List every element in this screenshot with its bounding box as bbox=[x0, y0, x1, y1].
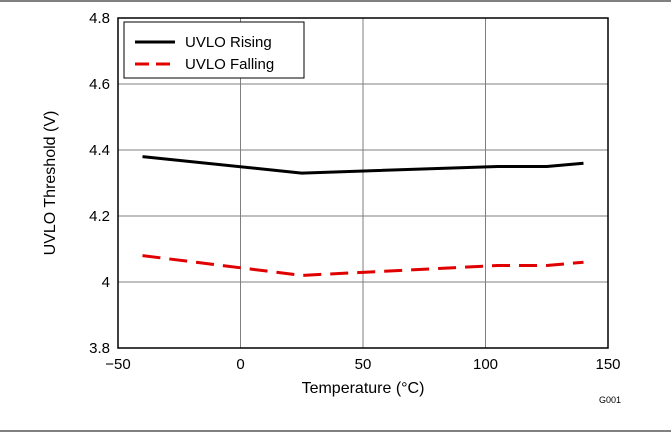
figure-code: G001 bbox=[599, 395, 621, 405]
x-tick-label: 100 bbox=[473, 356, 498, 373]
y-tick-label: 4.2 bbox=[89, 208, 110, 225]
legend-label-uvlo-rising: UVLO Rising bbox=[185, 34, 272, 51]
y-axis-label: UVLO Threshold (V) bbox=[42, 111, 59, 256]
x-tick-labels: −50 0 50 100 150 bbox=[105, 356, 620, 373]
x-tick-label: 150 bbox=[595, 356, 620, 373]
x-tick-label: 0 bbox=[236, 356, 244, 373]
x-tick-label: 50 bbox=[355, 356, 372, 373]
legend: UVLO Rising UVLO Falling bbox=[123, 21, 305, 79]
x-axis-label: Temperature (°C) bbox=[302, 380, 425, 397]
y-tick-label: 4 bbox=[102, 274, 110, 291]
y-tick-labels: 3.8 4 4.2 4.4 4.6 4.8 bbox=[89, 10, 110, 357]
plot-area bbox=[117, 17, 609, 349]
x-tick-label: −50 bbox=[105, 356, 130, 373]
series-line-uvlo-rising bbox=[142, 155, 584, 175]
legend-label-uvlo-falling: UVLO Falling bbox=[185, 56, 274, 73]
y-tick-label: 3.8 bbox=[89, 340, 110, 357]
series-line-uvlo-falling bbox=[142, 254, 584, 277]
series-layer bbox=[142, 155, 584, 277]
y-tick-label: 4.8 bbox=[89, 10, 110, 27]
y-tick-label: 4.6 bbox=[89, 76, 110, 93]
legend-box bbox=[123, 21, 305, 79]
y-tick-label: 4.4 bbox=[89, 142, 110, 159]
